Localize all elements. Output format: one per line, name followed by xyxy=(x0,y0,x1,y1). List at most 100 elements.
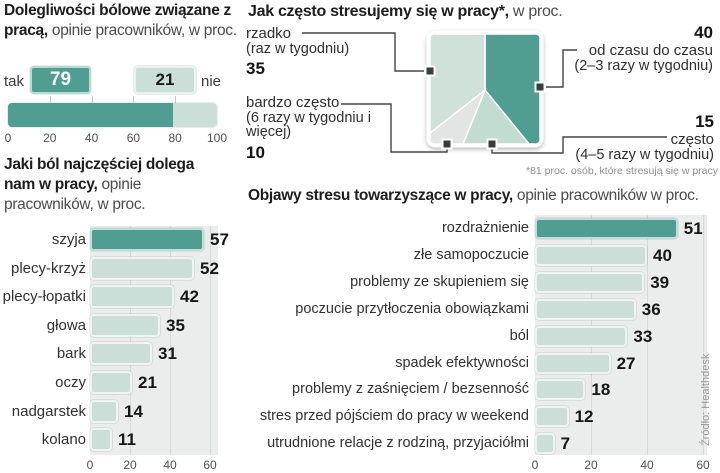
pie-label-bardzo-czesto: bardzo często (6 razy w tygodniu i więce… xyxy=(246,94,398,162)
value-label: 36 xyxy=(641,299,661,319)
value-label: 21 xyxy=(138,373,157,392)
category-label: złe samopoczucie xyxy=(413,246,529,263)
pain-types-title-bold: Jaki ból najczęściej dolega nam w pracy, xyxy=(4,156,195,193)
marker-rzadko xyxy=(424,65,436,77)
bar xyxy=(535,244,647,266)
marker-bardzo-czesto xyxy=(441,138,453,150)
axis-tick-label: 20 xyxy=(584,458,598,472)
value-label: 11 xyxy=(118,430,136,450)
bar xyxy=(90,228,204,251)
pie-label-czesto: 15 często (4–5 razy w tygodniu) xyxy=(575,113,714,162)
stacked-bar-yes-segment xyxy=(8,103,174,127)
stress-symptoms-title-bold: Objawy stresu towarzyszące w pracy, xyxy=(248,187,513,204)
value-label: 18 xyxy=(591,380,611,400)
category-label: głowa xyxy=(46,316,86,334)
yes-value: 79 xyxy=(49,69,72,90)
gridline-40 xyxy=(647,215,648,455)
gridline-40 xyxy=(170,226,171,455)
gridline-60 xyxy=(210,226,211,455)
label-tak: tak xyxy=(4,73,25,90)
stress-freq-title-bold: Jak często stresujemy się w pracy*, xyxy=(248,3,509,20)
tick-mark xyxy=(91,96,93,103)
value-label: 33 xyxy=(633,326,653,346)
pie-value: 15 xyxy=(695,112,714,131)
marker-od-czasu xyxy=(534,81,546,93)
leader-line-rzadko xyxy=(302,32,424,72)
bar xyxy=(535,352,611,374)
bar-row: złe samopoczucie 40 xyxy=(248,244,720,266)
bar-row: rozdrażnienie 51 xyxy=(248,218,720,239)
category-label: plecy-łopatki xyxy=(2,288,86,306)
pie-label-text: bardzo często xyxy=(246,94,340,111)
pie-label-od-czasu: 40 od czasu do czasu (2–3 razy w tygodni… xyxy=(574,24,713,73)
category-label: poczucie przytłoczenia obowiązkami xyxy=(295,300,529,317)
pie-sublabel-text: (raz w tygodniu) xyxy=(246,40,350,57)
value-label: 7 xyxy=(560,434,571,454)
gridline-20 xyxy=(130,226,131,455)
bar xyxy=(90,399,118,423)
category-label: szyja xyxy=(51,231,86,248)
leader-line-od-czasu xyxy=(546,49,577,88)
yes-value-box: 79 xyxy=(30,66,91,94)
value-label: 12 xyxy=(574,407,594,427)
section-stress-symptoms: Objawy stresu towarzyszące w pracy, opin… xyxy=(248,186,720,473)
axis-tick-label: 0 xyxy=(4,131,12,145)
value-label: 27 xyxy=(616,353,636,373)
category-label: problemy z zaśnięciem / bezsenność xyxy=(292,381,529,398)
category-label: plecy-krzyż xyxy=(10,259,86,277)
bar-row: problemy ze skupieniem się 39 xyxy=(248,271,720,293)
pie-value: 40 xyxy=(694,23,713,42)
section-pain-yesno: Dolegliwości bólowe związane z pracą, op… xyxy=(0,0,246,152)
pain-yesno-title-rest: opinie pracowników, w proc. xyxy=(47,22,237,39)
value-label: 14 xyxy=(124,401,143,421)
no-value: 21 xyxy=(155,70,175,89)
stacked-bar-no-segment xyxy=(173,103,217,127)
pain-types-title-rest: opinie pracowników, w proc. xyxy=(4,176,146,213)
axis-tick-label: 60 xyxy=(696,458,710,472)
value-label: 39 xyxy=(650,272,670,292)
bar-row: kolano 11 xyxy=(0,428,246,452)
value-label: 57 xyxy=(210,230,229,249)
source-credit: Źródło: Healthdesk xyxy=(700,353,712,446)
axis-tick-label: 60 xyxy=(126,131,141,145)
axis-tick-label: 40 xyxy=(640,458,654,472)
wedge-rzadko xyxy=(430,34,486,135)
category-label: rozdrażnienie xyxy=(441,220,529,236)
bar-row: poczucie przytłoczenia obowiązkami 36 xyxy=(248,298,720,320)
bar xyxy=(535,406,569,428)
bar-row: szyja 57 xyxy=(0,228,246,251)
bar xyxy=(90,342,152,366)
pain-types-title: Jaki ból najczęściej dolega nam w pracy,… xyxy=(4,155,222,215)
bar xyxy=(90,285,174,309)
pie-label-text: rzadko xyxy=(246,25,292,42)
footnote: *81 proc. osób, które stresują się w pra… xyxy=(525,165,718,177)
category-label: kolano xyxy=(41,431,86,449)
bar-row: problemy z zaśnięciem / bezsenność 18 xyxy=(248,379,720,401)
axis-tick-label: 40 xyxy=(84,131,99,145)
axis-tick-label: 20 xyxy=(123,458,137,472)
pie-sublabel-text: (2–3 razy w tygodniu) xyxy=(574,57,713,74)
bar-row: głowa 35 xyxy=(0,313,246,337)
pie-value: 10 xyxy=(246,142,265,162)
bar-row: nadgarstek 14 xyxy=(0,399,246,423)
leader-line-czesto xyxy=(491,136,667,154)
category-label: utrudnione relacje z rodziną, przyjaciół… xyxy=(267,435,529,452)
bar-row: utrudnione relacje z rodziną, przyjaciół… xyxy=(248,433,720,455)
category-label: ból xyxy=(509,327,529,344)
no-value-box: 21 xyxy=(134,66,196,94)
bar xyxy=(90,371,132,394)
section-stress-frequency: Jak często stresujemy się w pracy*, w pr… xyxy=(240,0,720,186)
category-label: problemy ze skupieniem się xyxy=(350,273,529,290)
tick-mark xyxy=(175,96,177,103)
bar-row: stres przed pójściem do pracy w weekend 1… xyxy=(248,406,720,428)
bar xyxy=(535,433,555,455)
section-pain-types: Jaki ból najczęściej dolega nam w pracy,… xyxy=(0,155,246,473)
marker-czesto xyxy=(486,138,498,150)
value-label: 40 xyxy=(653,245,672,265)
axis-tick-label: 100 xyxy=(206,131,228,145)
bar xyxy=(90,428,112,452)
bar-row: plecy-krzyż 52 xyxy=(0,256,246,280)
value-label: 52 xyxy=(200,258,219,278)
square-pie-chart xyxy=(302,30,667,154)
